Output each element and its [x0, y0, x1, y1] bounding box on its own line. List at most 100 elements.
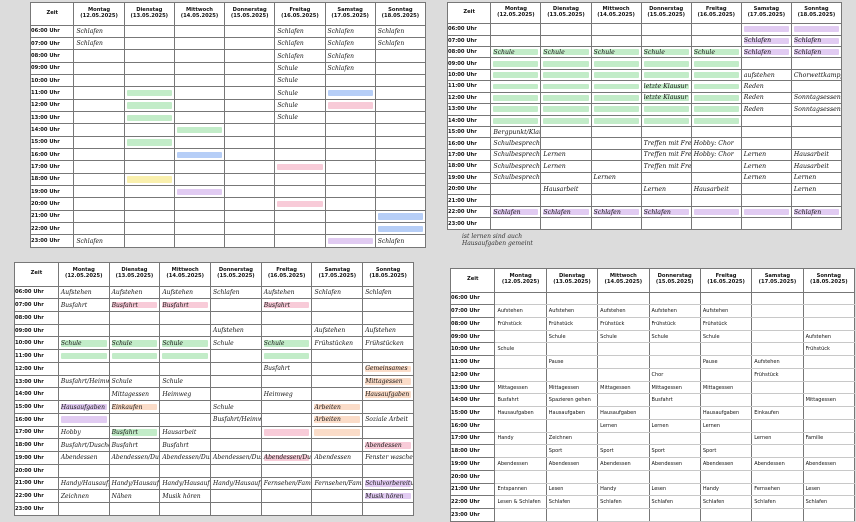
- schedule-cell: [324, 86, 376, 100]
- marker-highlight: [643, 72, 689, 78]
- activity-text: Treffen mit Freunden: [643, 151, 691, 159]
- marker-highlight: [693, 72, 739, 78]
- marker-highlight: [126, 89, 172, 97]
- time-label: 06:00 Uhr: [450, 291, 496, 306]
- day-name: Freitag: [289, 6, 311, 13]
- activity-text: Schlafen: [600, 499, 622, 506]
- schedule-cell: [494, 329, 547, 344]
- schedule-cell: Schlafen: [374, 234, 426, 248]
- activity-text: Schlafen: [593, 208, 621, 216]
- marker-highlight: [162, 340, 209, 347]
- schedule-cell: [494, 444, 547, 459]
- day-name: Donnerstag: [657, 273, 692, 280]
- schedule-cell: [362, 349, 414, 363]
- hour-row: 21:00 Uhr: [30, 209, 426, 224]
- schedule-cell: Arbeiten: [311, 400, 364, 414]
- schedule-cell: Schlafen: [324, 37, 376, 51]
- day-name: Dienstag: [558, 273, 586, 280]
- activity-text: Frühstück: [754, 371, 779, 378]
- day-date: (15.05.2025): [647, 12, 685, 19]
- activity-text: Nähen: [111, 492, 132, 500]
- time-label: 20:00 Uhr: [14, 463, 59, 478]
- activity-text: Busfahrt: [111, 428, 138, 436]
- schedule-cell: Aufstehen: [362, 323, 414, 338]
- schedule-sheet-top-left: Zeit Montag (12.05.2025) Dienstag (13.05.202…: [30, 2, 426, 248]
- hour-row: 11:00 Uhr Schule: [30, 86, 426, 100]
- schedule-cell: Lernen: [648, 418, 701, 433]
- schedule-cell: Bergpunkt/Klausur: [490, 125, 542, 139]
- schedule-cell: Hausaufgaben: [362, 387, 414, 402]
- activity-text: Schlafen: [493, 208, 521, 216]
- activity-text: Schlafen: [651, 499, 674, 506]
- time-label: 19:00 Uhr: [450, 457, 496, 471]
- day-date: (14.05.2025): [166, 273, 204, 280]
- activity-text: Busfahrt/Heimweg: [213, 416, 260, 424]
- schedule-cell: Hausarbeit: [159, 425, 212, 440]
- schedule-cell: [324, 234, 376, 248]
- marker-highlight: [327, 89, 373, 97]
- day-header-donnerstag: Donnerstag (15.05.2025): [224, 2, 276, 26]
- schedule-cell: [690, 194, 742, 207]
- day-name: Montag: [87, 6, 111, 13]
- schedule-cell: [540, 137, 592, 150]
- schedule-cell: Aufstehen: [494, 304, 547, 319]
- activity-text: Schule: [111, 339, 133, 347]
- schedule-cell: [210, 438, 262, 453]
- marker-highlight: [493, 72, 539, 78]
- schedule-cell: Hausaufgaben: [597, 406, 650, 420]
- schedule-cell: [224, 123, 276, 137]
- schedule-cell: Handy/Hausaufgaben: [159, 476, 212, 491]
- marker-highlight: [743, 49, 789, 56]
- schedule-cell: Busfahrt: [108, 425, 161, 440]
- schedule-cell: [540, 34, 592, 47]
- time-label: 23:00 Uhr: [447, 217, 492, 230]
- schedule-cell: [362, 298, 414, 313]
- activity-text: Chorwettkampf Vorbereitung: [793, 71, 842, 79]
- marker-highlight: [693, 94, 739, 101]
- hour-row: 18:00 UhrBusfahrt/DuschenBusfahrtBusfahr…: [14, 438, 414, 453]
- activity-text: Schlafen: [743, 48, 772, 56]
- activity-text: Mittagessen: [365, 378, 403, 386]
- schedule-cell: [73, 209, 125, 224]
- marker-highlight: [793, 37, 839, 44]
- schedule-cell: [751, 393, 804, 408]
- hour-row: 19:00 UhrSchulbesprechung Lernen Lernen Ler…: [447, 171, 842, 185]
- activity-text: Aufstehen: [754, 359, 780, 366]
- schedule-cell: Nähen: [108, 489, 161, 504]
- schedule-cell: aufstehen: [740, 68, 792, 82]
- schedule-cell: Treffen mit Freunden: [640, 148, 692, 162]
- activity-text: Aufstehen: [805, 333, 831, 340]
- marker-highlight: [277, 163, 323, 171]
- activity-text: Schlafen: [643, 208, 671, 216]
- day-name: Mittwoch: [602, 6, 630, 13]
- activity-text: Schlafen: [327, 40, 354, 48]
- activity-text: Schule: [493, 48, 515, 56]
- marker-highlight: [543, 83, 589, 90]
- marker-highlight: [693, 60, 739, 67]
- day-date: (13.05.2025): [115, 273, 154, 280]
- schedule-cell: [494, 508, 547, 522]
- time-label: 19:00 Uhr: [30, 185, 75, 199]
- day-date: (17.05.2025): [331, 12, 369, 19]
- activity-text: Hausaufgaben: [600, 410, 637, 417]
- schedule-cell: [751, 444, 804, 459]
- schedule-cell: Schlafen: [540, 205, 592, 219]
- marker-highlight: [793, 26, 839, 33]
- time-label: 13:00 Uhr: [30, 111, 75, 125]
- schedule-cell: [740, 57, 792, 70]
- hour-row: 14:00 Uhr Busfahrt Spazieren gehen Busfahrt…: [450, 393, 855, 408]
- schedule-cell: Aufstehen: [802, 329, 855, 344]
- schedule-cell: Hausaufgaben: [545, 406, 599, 420]
- activity-text: Busfahrt: [162, 301, 189, 309]
- hour-row: 16:00 UhrSchulbesprechung Treffen mit Fre…: [447, 137, 842, 150]
- schedule-cell: [324, 98, 376, 113]
- activity-text: Schlafen: [793, 37, 822, 45]
- marker-highlight: [793, 49, 839, 56]
- schedule-cell: Schule: [274, 86, 326, 100]
- hour-row: 21:00 Uhr Entspannen Lesen Handy Lesen Handy F…: [450, 482, 855, 497]
- activity-text: Busfahrt/Duschen: [60, 441, 109, 449]
- schedule-cell: Schlafen: [374, 37, 426, 51]
- schedule-cell: Frühstücken: [362, 336, 414, 351]
- schedule-cell: Schule: [640, 45, 692, 59]
- activity-text: Handy: [702, 486, 720, 493]
